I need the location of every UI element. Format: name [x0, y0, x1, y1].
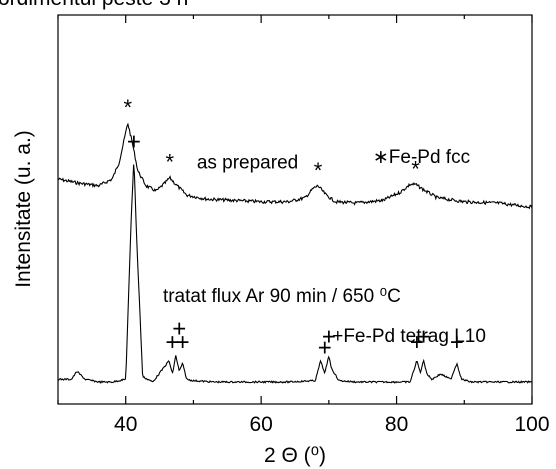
- star-marker-1: *: [123, 95, 132, 120]
- plus-marker-5: +: [127, 129, 141, 156]
- series-line-2: [58, 164, 532, 384]
- x-tick-label-60: 60: [249, 413, 272, 436]
- y-axis-label: Intensitate (u. a.): [12, 130, 35, 288]
- annotations: as prepared ∗Fe-Pd fcc tratat flux Ar 90 m…: [163, 147, 486, 347]
- star-marker-3: *: [314, 158, 323, 183]
- star-marker-2: *: [165, 150, 174, 175]
- plus-marker-10: +: [322, 324, 336, 351]
- plus-marker-12: +: [417, 324, 431, 351]
- x-axis-label: 2 Θ (⁰): [264, 444, 326, 467]
- axis-ticks: 40 60 80 100: [57, 15, 550, 436]
- plus-marker-6: +: [165, 329, 179, 356]
- plus-marker-11: +: [410, 329, 424, 356]
- plus-marker-9: +: [318, 334, 332, 361]
- star-marker-4: *: [411, 156, 420, 181]
- plus-marker-13: +: [450, 329, 464, 356]
- series-lines: [57, 122, 533, 384]
- peak-markers: ** * *++++ ++ ++ +: [123, 95, 463, 361]
- annotation-1: as prepared: [197, 152, 298, 173]
- annotation-4: +Fe-Pd tetrag L10: [332, 326, 486, 347]
- x-tick-label-80: 80: [385, 413, 408, 436]
- plot-frame: [57, 14, 533, 405]
- cut-off-title: ordimentul peste 3 h: [0, 0, 188, 11]
- series-line-1: [57, 122, 533, 210]
- x-tick-label-100: 100: [514, 413, 549, 436]
- plus-marker-8: +: [176, 329, 190, 356]
- plus-marker-7: +: [172, 316, 186, 343]
- annotation-2: ∗Fe-Pd fcc: [373, 147, 470, 168]
- annotation-3: tratat flux Ar 90 min / 650 ⁰C: [163, 286, 401, 307]
- x-tick-label-40: 40: [114, 413, 137, 436]
